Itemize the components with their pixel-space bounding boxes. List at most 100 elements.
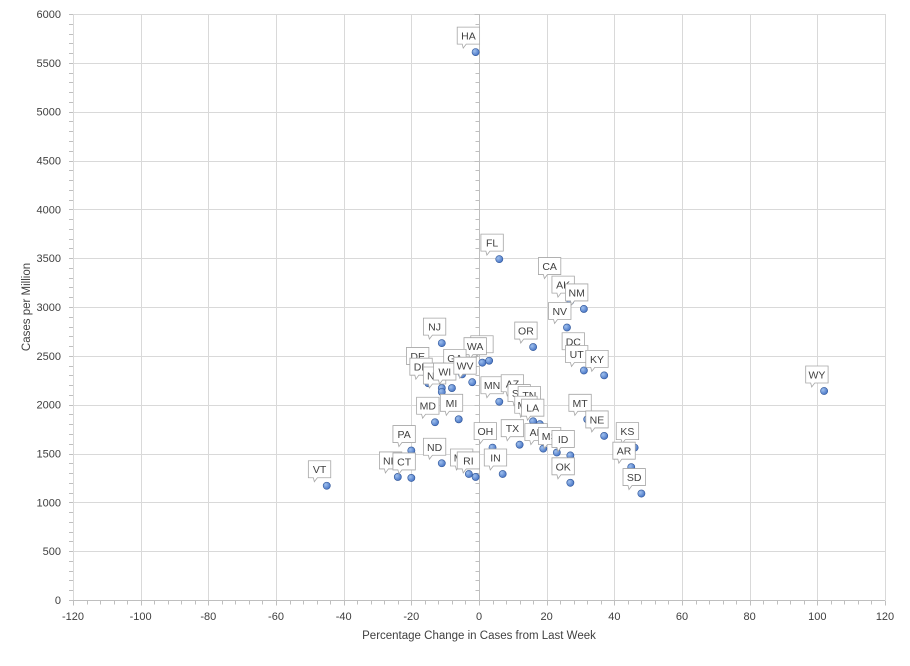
data-label-box: [307, 460, 332, 483]
data-label-text: RI: [463, 455, 474, 467]
data-label-box: [551, 430, 575, 453]
data-label-text: MN: [484, 380, 500, 392]
data-label: MI: [439, 393, 464, 417]
data-point: [468, 378, 477, 387]
data-label-text: ND: [427, 442, 443, 454]
data-label-box: [568, 393, 592, 417]
data-label-box: [500, 419, 524, 442]
data-label-box: [565, 283, 589, 306]
y-tick-label: 4500: [37, 156, 61, 168]
data-point: [471, 48, 480, 56]
data-label: MN: [480, 376, 504, 399]
data-label-text: MD: [420, 401, 437, 413]
data-label: WA: [463, 337, 487, 360]
data-label: MD: [416, 396, 440, 420]
y-tick-label: 3500: [37, 253, 61, 265]
data-label: IN: [483, 448, 508, 471]
data-label-box: [622, 468, 646, 491]
data-label: KY: [585, 349, 609, 373]
data-label-text: WA: [467, 341, 484, 353]
data-label-text: CT: [397, 456, 412, 468]
data-label-box: [453, 356, 477, 380]
data-label: NV: [548, 302, 572, 325]
y-axis-title: Cases per Million: [21, 263, 33, 351]
data-label-text: UT: [570, 349, 585, 361]
x-tick-label: 40: [608, 611, 620, 623]
data-point: [563, 323, 571, 332]
data-label: ID: [551, 430, 575, 453]
data-label-box: [585, 349, 609, 373]
y-tick-label: 2000: [37, 400, 61, 412]
data-label-text: OR: [518, 326, 534, 338]
data-label-box: [480, 233, 504, 257]
data-label-text: NV: [552, 306, 567, 318]
data-label-text: NJ: [428, 322, 441, 334]
x-tick-label: 120: [876, 611, 894, 623]
data-point: [393, 473, 402, 481]
data-label-text: WY: [808, 369, 825, 381]
data-label-box: [392, 452, 416, 475]
data-point: [820, 387, 828, 395]
data-point: [600, 371, 609, 380]
data-label-box: [612, 441, 636, 465]
data-label: FL: [480, 233, 504, 257]
data-label: RI: [456, 451, 481, 474]
data-point: [471, 473, 480, 481]
data-point: [448, 384, 456, 392]
data-point: [637, 489, 646, 498]
x-tick-label: -40: [336, 611, 352, 623]
data-label-box: [392, 425, 416, 448]
data-label: OK: [551, 457, 575, 480]
data-label-text: PA: [398, 429, 411, 441]
data-label-box: [548, 302, 572, 325]
data-label-box: [422, 437, 447, 461]
data-label-text: KS: [620, 426, 634, 438]
data-label-text: WV: [457, 361, 474, 373]
x-tick-label: 60: [676, 611, 688, 623]
data-label-text: TX: [506, 423, 519, 435]
data-label: OR: [514, 321, 538, 344]
y-tick-label: 1000: [37, 497, 61, 509]
data-label-text: MT: [572, 398, 588, 410]
data-label: VT: [307, 460, 332, 483]
data-label-box: [456, 451, 481, 474]
y-tick-label: 4000: [37, 204, 61, 216]
data-label-box: [805, 365, 829, 388]
data-point: [478, 358, 487, 367]
data-point: [515, 440, 524, 449]
x-axis-title: Percentage Change in Cases from Last Wee…: [362, 630, 596, 642]
data-label-box: [514, 321, 538, 344]
x-tick-label: -20: [403, 611, 419, 623]
data-label-text: CA: [542, 261, 557, 273]
data-point: [579, 305, 588, 313]
data-label: CT: [392, 452, 416, 475]
data-label-text: NE: [590, 414, 605, 426]
data-point: [437, 459, 446, 468]
data-point: [485, 356, 494, 365]
data-label: PA: [392, 425, 416, 448]
data-label-box: [565, 345, 589, 368]
data-point: [437, 339, 446, 348]
y-tick-label: 3000: [37, 302, 61, 314]
data-point: [566, 478, 575, 487]
data-label: CA: [538, 257, 562, 280]
x-tick-label: -100: [130, 611, 152, 623]
data-point: [495, 397, 504, 406]
data-label-text: IN: [490, 453, 501, 465]
data-label: HA: [456, 26, 481, 50]
data-label-box: [473, 422, 497, 445]
y-tick-label: 5500: [37, 58, 61, 70]
data-label: MT: [568, 393, 592, 417]
x-tick-label: -80: [200, 611, 216, 623]
y-tick-label: 5000: [37, 107, 61, 119]
x-tick-label: 20: [541, 611, 553, 623]
data-label-box: [439, 393, 464, 417]
data-label-text: MI: [446, 398, 458, 410]
data-point: [431, 418, 439, 427]
data-label: SD: [622, 468, 646, 491]
data-label: NM: [565, 283, 589, 306]
data-label: NE: [585, 410, 609, 433]
data-label: TX: [500, 419, 524, 442]
data-label: LA: [521, 398, 545, 422]
